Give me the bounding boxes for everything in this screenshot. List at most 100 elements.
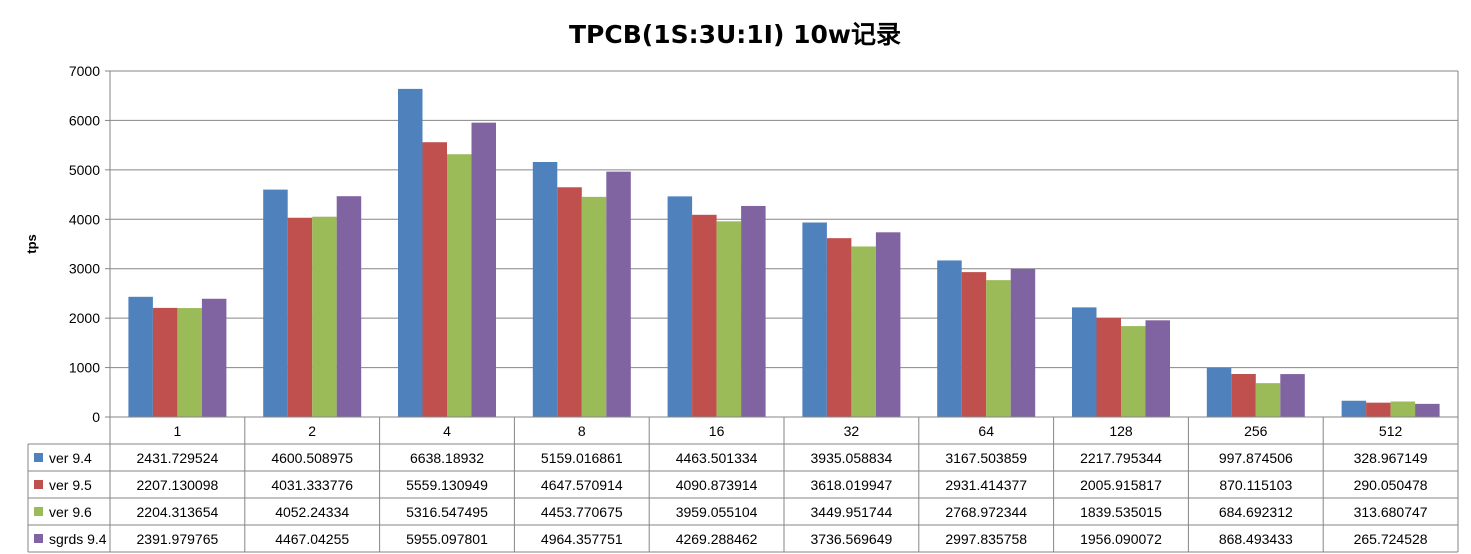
- legend-entry: ver 9.5: [49, 477, 92, 493]
- data-label: 4269.288462: [676, 531, 758, 547]
- data-label: 870.115103: [1219, 477, 1292, 493]
- data-label: 4052.24334: [275, 504, 349, 520]
- y-axis-label: tps: [24, 234, 39, 254]
- x-tick-label: 512: [1379, 423, 1403, 439]
- data-label: 4600.508975: [271, 450, 353, 466]
- data-label: 2768.972344: [945, 504, 1027, 520]
- bar: [826, 238, 852, 417]
- data-label: 3167.503859: [945, 450, 1027, 466]
- bars: [128, 88, 1440, 418]
- bar: [128, 296, 153, 417]
- data-label: 4453.770675: [541, 504, 623, 520]
- data-label: 6638.18932: [410, 450, 484, 466]
- data-label: 4647.570914: [541, 477, 623, 493]
- data-label: 4964.357751: [541, 531, 623, 547]
- bar: [716, 221, 742, 417]
- data-label: 3959.055104: [676, 504, 758, 520]
- y-tick-label: 1000: [69, 360, 100, 376]
- bar: [422, 142, 447, 417]
- data-label: 4090.873914: [676, 477, 758, 493]
- y-tick-label: 5000: [69, 162, 100, 178]
- data-label: 4031.333776: [271, 477, 353, 493]
- data-label: 868.493433: [1219, 531, 1293, 547]
- bar: [851, 246, 876, 417]
- bar: [606, 171, 631, 417]
- data-table: 1 2 4 8 16 32 64 128 256 512 ver 9.4 2431.729524 460…: [27, 416, 1459, 553]
- legend-entry: sgrds 9.4: [49, 531, 107, 547]
- bar: [447, 154, 472, 418]
- y-tick-label: 4000: [69, 211, 100, 227]
- bar: [312, 216, 337, 417]
- data-label: 290.050478: [1354, 477, 1428, 493]
- bar: [336, 196, 362, 417]
- y-axis-ticks: 0 1000 2000 3000 4000 5000 6000 7000: [69, 63, 100, 425]
- bar: [1072, 307, 1097, 417]
- y-tick-label: 2000: [69, 310, 100, 326]
- data-label: 328.967149: [1354, 450, 1428, 466]
- x-tick-label: 2: [308, 423, 316, 439]
- bar: [961, 272, 987, 417]
- bar: [201, 298, 227, 417]
- bar: [287, 217, 313, 417]
- bar: [802, 222, 827, 417]
- data-label: 2997.835758: [945, 531, 1027, 547]
- data-label: 2217.795344: [1080, 450, 1162, 466]
- data-label: 4463.501334: [676, 450, 758, 466]
- bar: [1366, 402, 1391, 417]
- legend-entry: ver 9.6: [49, 504, 92, 520]
- bar: [1341, 400, 1367, 417]
- x-tick-label: 1: [174, 423, 182, 439]
- data-label: 3449.951744: [811, 504, 893, 520]
- bar: [532, 161, 558, 417]
- bar: [471, 122, 496, 418]
- data-label: 265.724528: [1354, 531, 1428, 547]
- bar: [1096, 317, 1121, 417]
- bar: [667, 196, 693, 417]
- y-tick-label: 0: [92, 409, 100, 425]
- x-tick-label: 256: [1244, 423, 1268, 439]
- bar: [1415, 403, 1440, 417]
- y-tick-label: 3000: [69, 261, 100, 277]
- bar: [1010, 268, 1036, 417]
- legend-entry: ver 9.4: [49, 450, 92, 466]
- data-label: 5159.016861: [541, 450, 623, 466]
- data-label: 2207.130098: [137, 477, 219, 493]
- data-label: 3736.569649: [811, 531, 893, 547]
- y-tick-label: 6000: [69, 112, 100, 128]
- chart-title: TPCB(1S:3U:1I) 10w记录: [569, 20, 901, 49]
- data-label: 5559.130949: [406, 477, 488, 493]
- data-label: 3618.019947: [811, 477, 893, 493]
- bar: [986, 280, 1011, 417]
- x-tick-label: 32: [844, 423, 860, 439]
- legend-swatch: [34, 534, 43, 543]
- data-label: 313.680747: [1354, 504, 1428, 520]
- data-label: 4467.04255: [275, 531, 349, 547]
- data-label: 2204.313654: [137, 504, 219, 520]
- x-tick-label: 16: [709, 423, 725, 439]
- data-label: 1956.090072: [1080, 531, 1162, 547]
- data-label: 3935.058834: [811, 450, 893, 466]
- bar: [1231, 373, 1256, 417]
- bar: [177, 308, 202, 417]
- bar: [937, 260, 962, 417]
- data-label: 684.692312: [1219, 504, 1293, 520]
- y-tick-label: 7000: [69, 63, 100, 79]
- data-label: 997.874506: [1219, 450, 1293, 466]
- data-label: 2005.915817: [1080, 477, 1162, 493]
- legend-swatch: [34, 453, 43, 462]
- bar: [263, 189, 288, 417]
- bar: [1121, 326, 1146, 417]
- bar: [1206, 367, 1232, 417]
- x-tick-label: 64: [978, 423, 994, 439]
- legend-swatch: [34, 507, 43, 516]
- bar: [1280, 374, 1305, 417]
- bar: [152, 307, 178, 417]
- bar: [557, 187, 582, 417]
- data-label: 1839.535015: [1080, 504, 1162, 520]
- data-label: 2931.414377: [945, 477, 1027, 493]
- data-label: 2391.979765: [137, 531, 219, 547]
- bar: [1145, 320, 1170, 417]
- bar: [398, 88, 423, 417]
- data-label: 2431.729524: [137, 450, 219, 466]
